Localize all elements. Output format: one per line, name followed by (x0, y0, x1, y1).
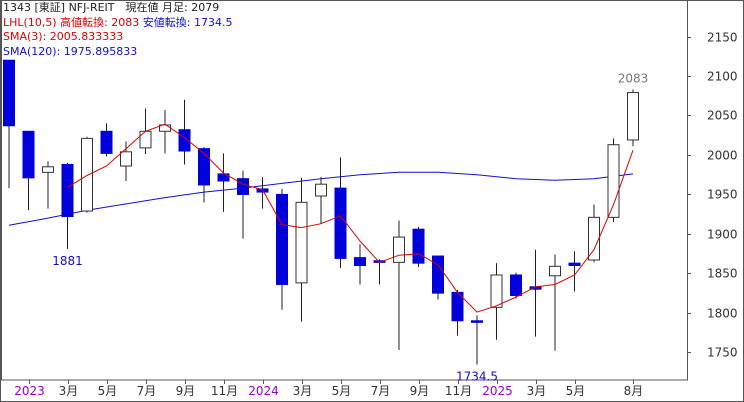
candle-down (237, 178, 249, 195)
x-month-label: 7月 (371, 384, 391, 398)
candle-down (432, 255, 444, 294)
x-month-label: 5月 (566, 384, 586, 398)
x-month-label: 11月 (211, 384, 238, 398)
plot-area (1, 0, 688, 381)
candle-up (120, 151, 132, 167)
extreme-annotation: 1734.5 (456, 370, 498, 384)
candle-down (3, 59, 15, 127)
x-year-label: 2024 (248, 384, 279, 398)
candle-up (627, 92, 639, 141)
candle-up (42, 166, 54, 173)
extreme-annotation: 1881 (52, 254, 83, 268)
chart-legend: 1343 [東証] NFJ-REIT 現在値 月足: 2079 LHL(10,5… (3, 1, 233, 59)
candle-up (588, 216, 600, 261)
y-tick-label: 2000 (707, 149, 738, 163)
candle-down (61, 163, 74, 218)
candle-down (334, 187, 347, 259)
y-tick-label: 1750 (707, 346, 738, 360)
extreme-annotation: 2083 (618, 71, 649, 85)
x-year-label: 2025 (482, 384, 513, 398)
candle-down (510, 274, 522, 297)
candle-up (315, 183, 327, 197)
x-month-label: 9月 (410, 384, 430, 398)
candle-down (198, 148, 210, 186)
x-month-label: 7月 (137, 384, 157, 398)
x-month-label: 3月 (293, 384, 313, 398)
y-tick-label: 1900 (707, 228, 738, 242)
candle-up (295, 201, 308, 284)
candle-down (412, 228, 425, 264)
legend-high-turn: LHL(10,5) 高値転換: 2083 (3, 15, 140, 29)
candle-up (81, 137, 93, 212)
candle-down (471, 320, 483, 323)
legend-sma120: SMA(120): 1975.895833 (3, 44, 138, 58)
candle-up (393, 236, 405, 263)
candle-up (490, 274, 503, 308)
x-month-label: 5月 (332, 384, 352, 398)
x-month-label: 11月 (445, 384, 472, 398)
candle-down (22, 130, 35, 179)
candle-down (178, 129, 191, 152)
sma3-line (67, 123, 634, 313)
x-month-label: 8月 (624, 384, 644, 398)
y-tick-label: 1950 (707, 188, 738, 202)
candle-down (354, 257, 366, 267)
y-tick-label: 2150 (707, 31, 738, 45)
candle-down (568, 262, 581, 267)
y-tick-label: 1850 (707, 267, 738, 281)
legend-ticker-line: 1343 [東証] NFJ-REIT 現在値 月足: 2079 (3, 1, 220, 14)
legend-lhl-line: LHL(10,5) 高値転換: 2083 安値転換: 1734.5 (3, 16, 233, 31)
candle-up (607, 144, 620, 218)
candle-down (100, 130, 113, 154)
candle-down (276, 193, 288, 285)
x-month-label: 9月 (176, 384, 196, 398)
x-month-label: 5月 (98, 384, 118, 398)
y-tick-label: 1800 (707, 307, 738, 321)
y-tick-label: 2100 (707, 70, 738, 84)
legend-low-turn: 安値転換: 1734.5 (142, 15, 233, 29)
x-month-label: 3月 (527, 384, 547, 398)
y-tick-label: 2050 (707, 109, 738, 123)
candle-up (139, 130, 152, 149)
x-year-label: 2023 (14, 384, 45, 398)
legend-sma3: SMA(3): 2005.833333 (3, 30, 124, 43)
x-month-label: 3月 (59, 384, 79, 398)
candle-up (549, 265, 561, 277)
candle-down (217, 173, 230, 182)
